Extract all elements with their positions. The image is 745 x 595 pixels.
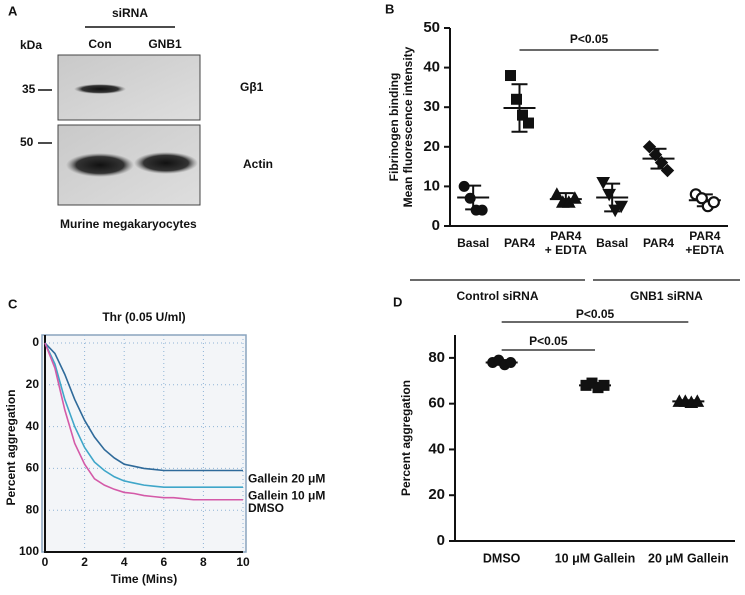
data-point bbox=[608, 204, 623, 218]
data-point bbox=[458, 180, 470, 192]
data-line bbox=[44, 342, 243, 489]
panel-a: A siRNA kDa Con GNB1 35 Gβ1 50 Actin Mur… bbox=[8, 3, 273, 231]
group-label: GNB1 siRNA bbox=[630, 289, 703, 303]
data-point bbox=[654, 155, 669, 170]
series-label: Gallein 10 μM bbox=[248, 488, 325, 502]
data-point bbox=[707, 196, 720, 209]
x-tick-label: 10 bbox=[236, 555, 250, 569]
data-point bbox=[598, 379, 610, 391]
panel-label: C bbox=[8, 296, 18, 311]
data-point bbox=[648, 148, 663, 162]
axis bbox=[449, 28, 728, 227]
data-point bbox=[567, 191, 582, 204]
x-tick-label: 4 bbox=[121, 555, 128, 569]
axis bbox=[44, 335, 243, 553]
data-point bbox=[505, 356, 517, 368]
x-tick-label: PAR4 bbox=[504, 236, 535, 250]
data-point bbox=[549, 187, 564, 200]
data-point bbox=[523, 117, 534, 129]
data-point bbox=[602, 188, 617, 202]
panel-label: B bbox=[385, 1, 394, 16]
annotation: P<0.05 bbox=[570, 32, 609, 46]
blot-caption: Murine megakaryocytes bbox=[60, 217, 197, 231]
y-tick-label: 80 bbox=[26, 502, 40, 516]
data-point bbox=[596, 176, 611, 190]
x-tick-label: 0 bbox=[42, 555, 49, 569]
blot-band bbox=[74, 84, 126, 94]
y-tick-label: 20 bbox=[26, 377, 40, 391]
dot-plot: 0 20 40 60 80 DMSO 10 μM Gallein 20 μM Gallein P… bbox=[399, 307, 735, 565]
y-tick-label: 20 bbox=[428, 486, 445, 503]
y-tick-label: 20 bbox=[423, 138, 440, 155]
x-axis-label: Time (Mins) bbox=[111, 572, 177, 586]
y-tick-label: 30 bbox=[423, 98, 440, 115]
x-tick-label: DMSO bbox=[483, 551, 521, 565]
y-tick-label: 60 bbox=[428, 395, 445, 412]
y-tick-label: 40 bbox=[428, 440, 445, 457]
dot-plot: 0 10 20 30 40 50 Basal PAR4 PAR4 + EDTA Basal PAR4 P… bbox=[387, 19, 740, 303]
y-axis-label: Percent aggregation bbox=[4, 389, 18, 505]
data-point bbox=[511, 93, 522, 105]
x-tick-label: 8 bbox=[200, 555, 207, 569]
data-point bbox=[690, 394, 705, 407]
lane-label: GNB1 bbox=[148, 37, 182, 51]
x-tick-label: 10 μM Gallein bbox=[555, 551, 636, 565]
panel-label: A bbox=[8, 3, 18, 18]
y-axis-label: Percent aggregation bbox=[399, 380, 413, 496]
x-tick-label: PAR4 + EDTA bbox=[545, 229, 587, 257]
y-tick-label: 10 bbox=[423, 177, 440, 194]
x-tick-label: Basal bbox=[596, 236, 628, 250]
y-axis-label: Fibrinogen bindingMean fluorescence inte… bbox=[387, 46, 415, 207]
data-point bbox=[695, 192, 708, 205]
series-label: Gallein 20 μM bbox=[248, 472, 325, 486]
y-tick-label: 100 bbox=[19, 544, 39, 558]
blot-band bbox=[134, 152, 198, 174]
y-tick-label: 60 bbox=[26, 461, 40, 475]
y-tick-label: 0 bbox=[432, 217, 440, 234]
annotation: P<0.05 bbox=[529, 334, 568, 348]
y-tick-label: 0 bbox=[437, 532, 445, 549]
y-tick-label: 40 bbox=[26, 419, 40, 433]
plot-background bbox=[41, 334, 247, 553]
data-point bbox=[517, 109, 528, 121]
data-point bbox=[476, 204, 488, 216]
x-tick-label: PAR4 bbox=[643, 236, 674, 250]
x-tick-label: 20 μM Gallein bbox=[648, 551, 729, 565]
data-point bbox=[660, 163, 675, 178]
data-line bbox=[44, 342, 243, 501]
band-label: Actin bbox=[243, 157, 273, 171]
chart-title: Thr (0.05 U/ml) bbox=[102, 310, 185, 324]
x-tick-label: PAR4 +EDTA bbox=[685, 229, 724, 257]
unit-label: kDa bbox=[20, 38, 42, 52]
y-tick-label: 50 bbox=[423, 19, 440, 36]
panel-label: D bbox=[393, 294, 402, 309]
data-point bbox=[642, 140, 657, 154]
blot-band bbox=[66, 153, 134, 177]
data-line bbox=[44, 342, 243, 472]
x-tick-label: Basal bbox=[457, 236, 489, 250]
axis bbox=[454, 335, 735, 542]
blot-header: siRNA bbox=[112, 6, 148, 20]
data-point bbox=[614, 200, 629, 214]
lane-label: Con bbox=[88, 37, 111, 51]
x-tick-label: 6 bbox=[160, 555, 167, 569]
annotation: P<0.05 bbox=[576, 307, 615, 321]
group-label: Control siRNA bbox=[457, 289, 539, 303]
mw-marker: 35 bbox=[22, 82, 36, 96]
data-point bbox=[464, 192, 476, 204]
mw-marker: 50 bbox=[20, 135, 34, 149]
data-point bbox=[505, 70, 516, 82]
series-label: DMSO bbox=[248, 501, 284, 515]
y-tick-label: 40 bbox=[423, 59, 440, 76]
x-tick-label: 2 bbox=[81, 555, 88, 569]
band-label: Gβ1 bbox=[240, 80, 264, 94]
y-tick-label: 80 bbox=[428, 349, 445, 366]
y-tick-label: 0 bbox=[32, 335, 39, 349]
